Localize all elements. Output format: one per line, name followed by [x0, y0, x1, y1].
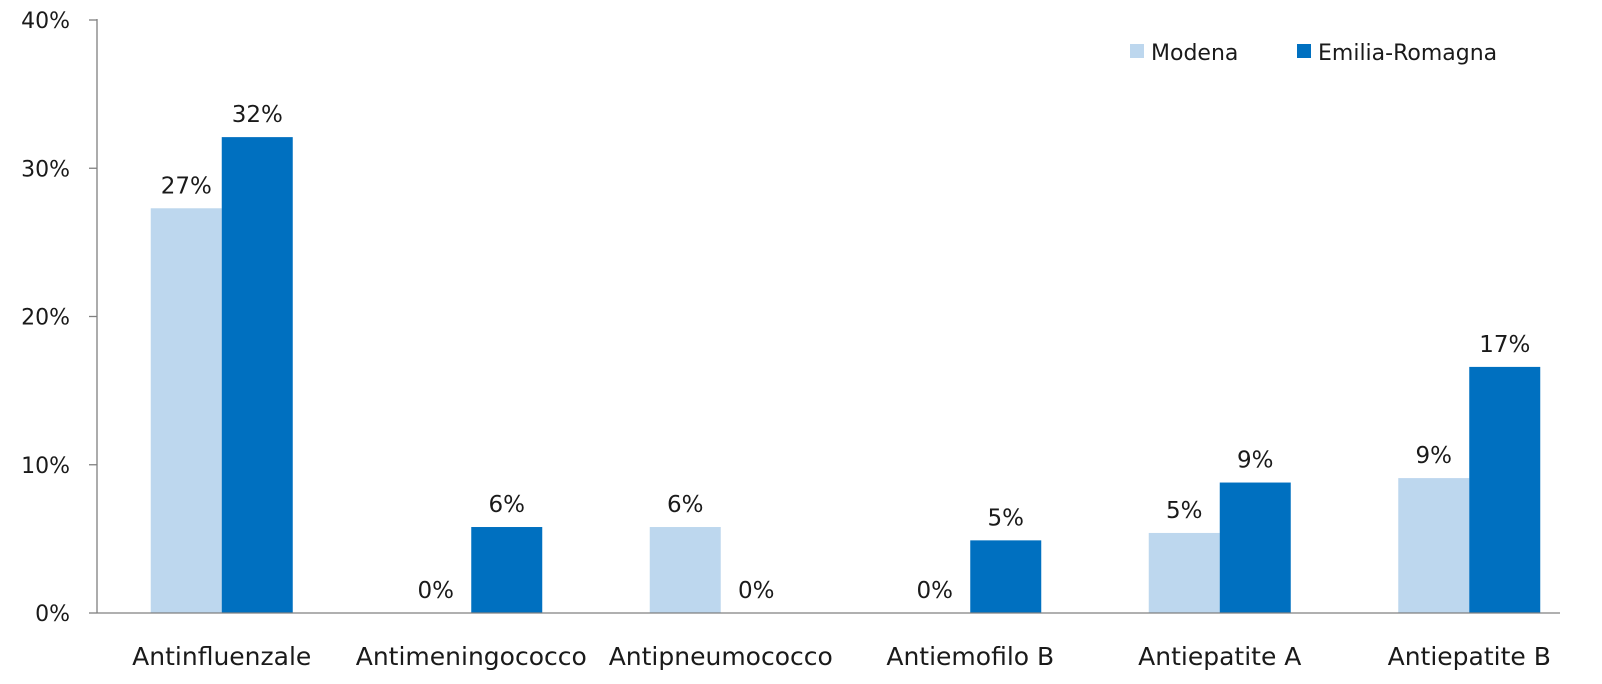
- data-label: 9%: [1237, 448, 1274, 474]
- x-category-label: Antipneumococco: [609, 642, 833, 671]
- data-label: 6%: [489, 492, 526, 518]
- bar-emilia-romagna: [970, 540, 1042, 613]
- x-category-label: Antiemofilo B: [886, 642, 1054, 671]
- bars: [150, 137, 1541, 613]
- x-category-label: Antiepatite B: [1388, 642, 1551, 671]
- data-label: 27%: [161, 173, 212, 199]
- legend-label: Emilia-Romagna: [1318, 41, 1497, 66]
- y-tick-label: 40%: [21, 9, 70, 34]
- x-axis: Antinfluenzale Antimeningococco Antipneumo…: [97, 612, 1560, 671]
- data-label: 5%: [1166, 498, 1203, 524]
- bar-modena: [1148, 532, 1220, 613]
- y-tick-label: 10%: [21, 454, 70, 479]
- y-tick-label: 30%: [21, 157, 70, 182]
- bar-modena: [1398, 478, 1470, 613]
- y-axis: 0% 10% 20% 30% 40%: [21, 9, 98, 627]
- data-label: 0%: [917, 578, 954, 604]
- bar-modena: [150, 208, 222, 613]
- data-label: 17%: [1479, 332, 1530, 358]
- bar-emilia-romagna: [221, 137, 293, 613]
- x-category-label: Antimeningococco: [356, 642, 587, 671]
- x-category-label: Antiepatite A: [1138, 642, 1301, 671]
- legend-swatch: [1130, 44, 1144, 58]
- data-label: 9%: [1416, 443, 1453, 469]
- y-tick-label: 20%: [21, 306, 70, 331]
- data-labels: 27% 32% 0% 6% 6% 0% 0% 5% 5% 9% 9% 17%: [161, 102, 1531, 604]
- data-label: 0%: [418, 578, 455, 604]
- bar-emilia-romagna: [471, 527, 543, 613]
- data-label: 32%: [232, 102, 283, 128]
- data-label: 5%: [988, 505, 1025, 531]
- data-label: 6%: [667, 492, 704, 518]
- bar-modena: [649, 527, 721, 613]
- y-tick-label: 0%: [35, 602, 70, 627]
- legend-swatch: [1297, 44, 1311, 58]
- data-label: 0%: [738, 578, 775, 604]
- bar-emilia-romagna: [1219, 482, 1291, 613]
- legend-label: Modena: [1151, 41, 1238, 66]
- legend: Modena Emilia-Romagna: [1130, 41, 1497, 66]
- bar-emilia-romagna: [1469, 366, 1541, 613]
- x-category-label: Antinfluenzale: [132, 642, 311, 671]
